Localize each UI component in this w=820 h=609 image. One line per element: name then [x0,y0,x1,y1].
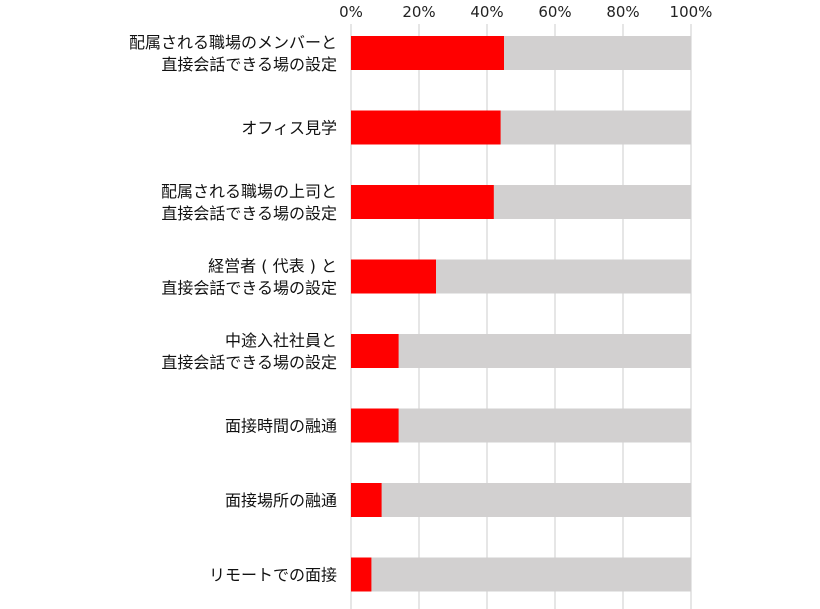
x-tick-label: 20% [402,3,435,21]
bar [351,259,436,294]
category-label: 面接時間の融通 [225,417,337,436]
bar [351,408,399,443]
category-label: 直接会話できる場の設定 [161,279,337,298]
x-tick-label: 80% [606,3,639,21]
category-label: 直接会話できる場の設定 [161,204,337,223]
x-tick-label: 60% [538,3,571,21]
category-label: 配属される職場のメンバーと [129,33,337,52]
category-label: 面接場所の融通 [225,491,337,510]
category-label: 直接会話できる場の設定 [161,55,337,74]
bar [351,483,382,517]
bar [351,557,372,592]
category-label: 中途入社社員と [225,331,337,350]
bar [351,36,504,70]
category-label: 配属される職場の上司と [161,182,337,201]
category-label: 直接会話できる場の設定 [161,353,337,372]
x-tick-label: 40% [470,3,503,21]
bar [351,185,494,219]
bar-background [351,483,691,517]
bar-background [351,334,691,368]
bar [351,110,501,145]
bar [351,334,399,368]
x-tick-label: 100% [670,3,713,21]
x-tick-label: 0% [339,3,363,21]
bar-background [351,408,691,443]
category-label: 経営者 ( 代表 ) と [208,257,337,276]
category-label: リモートでの面接 [209,566,337,585]
bar-background [351,557,691,592]
category-label: オフィス見学 [241,119,337,138]
